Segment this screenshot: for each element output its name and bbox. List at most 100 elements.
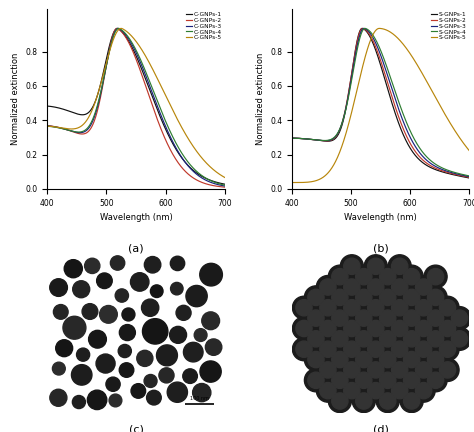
Y-axis label: Normalized extinction: Normalized extinction bbox=[255, 53, 264, 145]
Circle shape bbox=[416, 382, 432, 399]
Circle shape bbox=[388, 317, 411, 340]
Circle shape bbox=[328, 390, 351, 413]
Circle shape bbox=[328, 348, 351, 371]
C-GNPs-3 bbox=[76, 130, 82, 135]
Circle shape bbox=[388, 359, 411, 381]
Circle shape bbox=[50, 279, 67, 296]
C-GNPs-1 bbox=[149, 94, 155, 99]
Circle shape bbox=[403, 289, 420, 305]
Circle shape bbox=[368, 300, 384, 316]
Circle shape bbox=[376, 327, 399, 350]
Circle shape bbox=[76, 348, 90, 361]
Circle shape bbox=[320, 362, 336, 378]
S-GNPs-5 bbox=[289, 180, 295, 185]
S-GNPs-2 bbox=[466, 175, 472, 180]
X-axis label: Wavelength (nm): Wavelength (nm) bbox=[100, 213, 173, 222]
Circle shape bbox=[364, 317, 387, 340]
Circle shape bbox=[412, 338, 435, 361]
Circle shape bbox=[436, 296, 459, 319]
Circle shape bbox=[53, 362, 65, 375]
Circle shape bbox=[340, 317, 364, 340]
Circle shape bbox=[115, 289, 128, 302]
S-GNPs-1 bbox=[466, 175, 472, 181]
S-GNPs-3 bbox=[423, 157, 428, 162]
S-GNPs-5 bbox=[376, 26, 382, 31]
Circle shape bbox=[368, 382, 384, 399]
Circle shape bbox=[436, 338, 459, 361]
Circle shape bbox=[380, 331, 396, 347]
Circle shape bbox=[412, 379, 435, 402]
C-GNPs-1 bbox=[222, 181, 228, 187]
S-GNPs-5 bbox=[408, 52, 414, 57]
Circle shape bbox=[439, 341, 456, 357]
Circle shape bbox=[328, 265, 351, 288]
Circle shape bbox=[392, 279, 408, 295]
Line: S-GNPs-3: S-GNPs-3 bbox=[292, 29, 469, 177]
Circle shape bbox=[416, 279, 432, 295]
S-GNPs-5 bbox=[466, 148, 472, 153]
C-GNPs-5 bbox=[163, 94, 169, 99]
Legend: C-GNPs-1, C-GNPs-2, C-GNPs-3, C-GNPs-4, C-GNPs-5: C-GNPs-1, C-GNPs-2, C-GNPs-3, C-GNPs-4, … bbox=[186, 12, 222, 41]
Circle shape bbox=[130, 273, 149, 291]
Circle shape bbox=[356, 269, 372, 285]
Circle shape bbox=[448, 327, 471, 350]
Circle shape bbox=[304, 327, 328, 350]
Circle shape bbox=[82, 304, 98, 319]
Circle shape bbox=[416, 321, 432, 337]
Circle shape bbox=[392, 300, 408, 316]
C-GNPs-1 bbox=[125, 37, 131, 42]
Circle shape bbox=[380, 289, 396, 305]
Circle shape bbox=[388, 276, 411, 299]
Circle shape bbox=[320, 321, 336, 337]
Circle shape bbox=[110, 256, 125, 270]
Circle shape bbox=[170, 327, 187, 343]
C-GNPs-3 bbox=[149, 90, 155, 95]
Circle shape bbox=[144, 375, 157, 388]
Circle shape bbox=[392, 341, 408, 357]
Circle shape bbox=[424, 265, 447, 288]
Circle shape bbox=[356, 351, 372, 368]
Circle shape bbox=[73, 281, 90, 298]
Circle shape bbox=[118, 344, 131, 358]
Circle shape bbox=[183, 369, 197, 384]
Circle shape bbox=[403, 331, 420, 347]
Circle shape bbox=[428, 310, 444, 326]
Circle shape bbox=[412, 276, 435, 299]
Circle shape bbox=[451, 331, 468, 347]
Circle shape bbox=[403, 393, 420, 409]
S-GNPs-1 bbox=[335, 133, 340, 138]
Circle shape bbox=[97, 273, 112, 289]
Circle shape bbox=[344, 279, 360, 295]
Circle shape bbox=[368, 341, 384, 357]
S-GNPs-5 bbox=[370, 33, 375, 38]
Circle shape bbox=[194, 329, 207, 341]
S-GNPs-5 bbox=[321, 174, 327, 179]
Circle shape bbox=[364, 359, 387, 381]
Circle shape bbox=[131, 384, 146, 398]
C-GNPs-5 bbox=[118, 26, 124, 31]
Circle shape bbox=[344, 258, 360, 274]
Circle shape bbox=[424, 307, 447, 330]
Circle shape bbox=[328, 286, 351, 309]
Circle shape bbox=[428, 289, 444, 305]
Circle shape bbox=[332, 331, 348, 347]
Circle shape bbox=[143, 319, 168, 344]
Circle shape bbox=[392, 258, 408, 274]
Circle shape bbox=[332, 310, 348, 326]
C-GNPs-1 bbox=[114, 26, 120, 31]
Circle shape bbox=[63, 316, 86, 339]
Circle shape bbox=[436, 359, 459, 381]
S-GNPs-4 bbox=[289, 136, 295, 141]
S-GNPs-3 bbox=[320, 138, 326, 143]
S-GNPs-1 bbox=[408, 146, 413, 152]
S-GNPs-1 bbox=[394, 115, 400, 121]
Circle shape bbox=[159, 368, 174, 383]
C-GNPs-1 bbox=[90, 104, 96, 109]
Circle shape bbox=[356, 393, 372, 409]
Circle shape bbox=[400, 369, 423, 392]
S-GNPs-4 bbox=[394, 94, 400, 99]
Circle shape bbox=[388, 255, 411, 278]
Circle shape bbox=[352, 348, 375, 371]
Circle shape bbox=[424, 286, 447, 309]
S-GNPs-4 bbox=[423, 153, 428, 159]
